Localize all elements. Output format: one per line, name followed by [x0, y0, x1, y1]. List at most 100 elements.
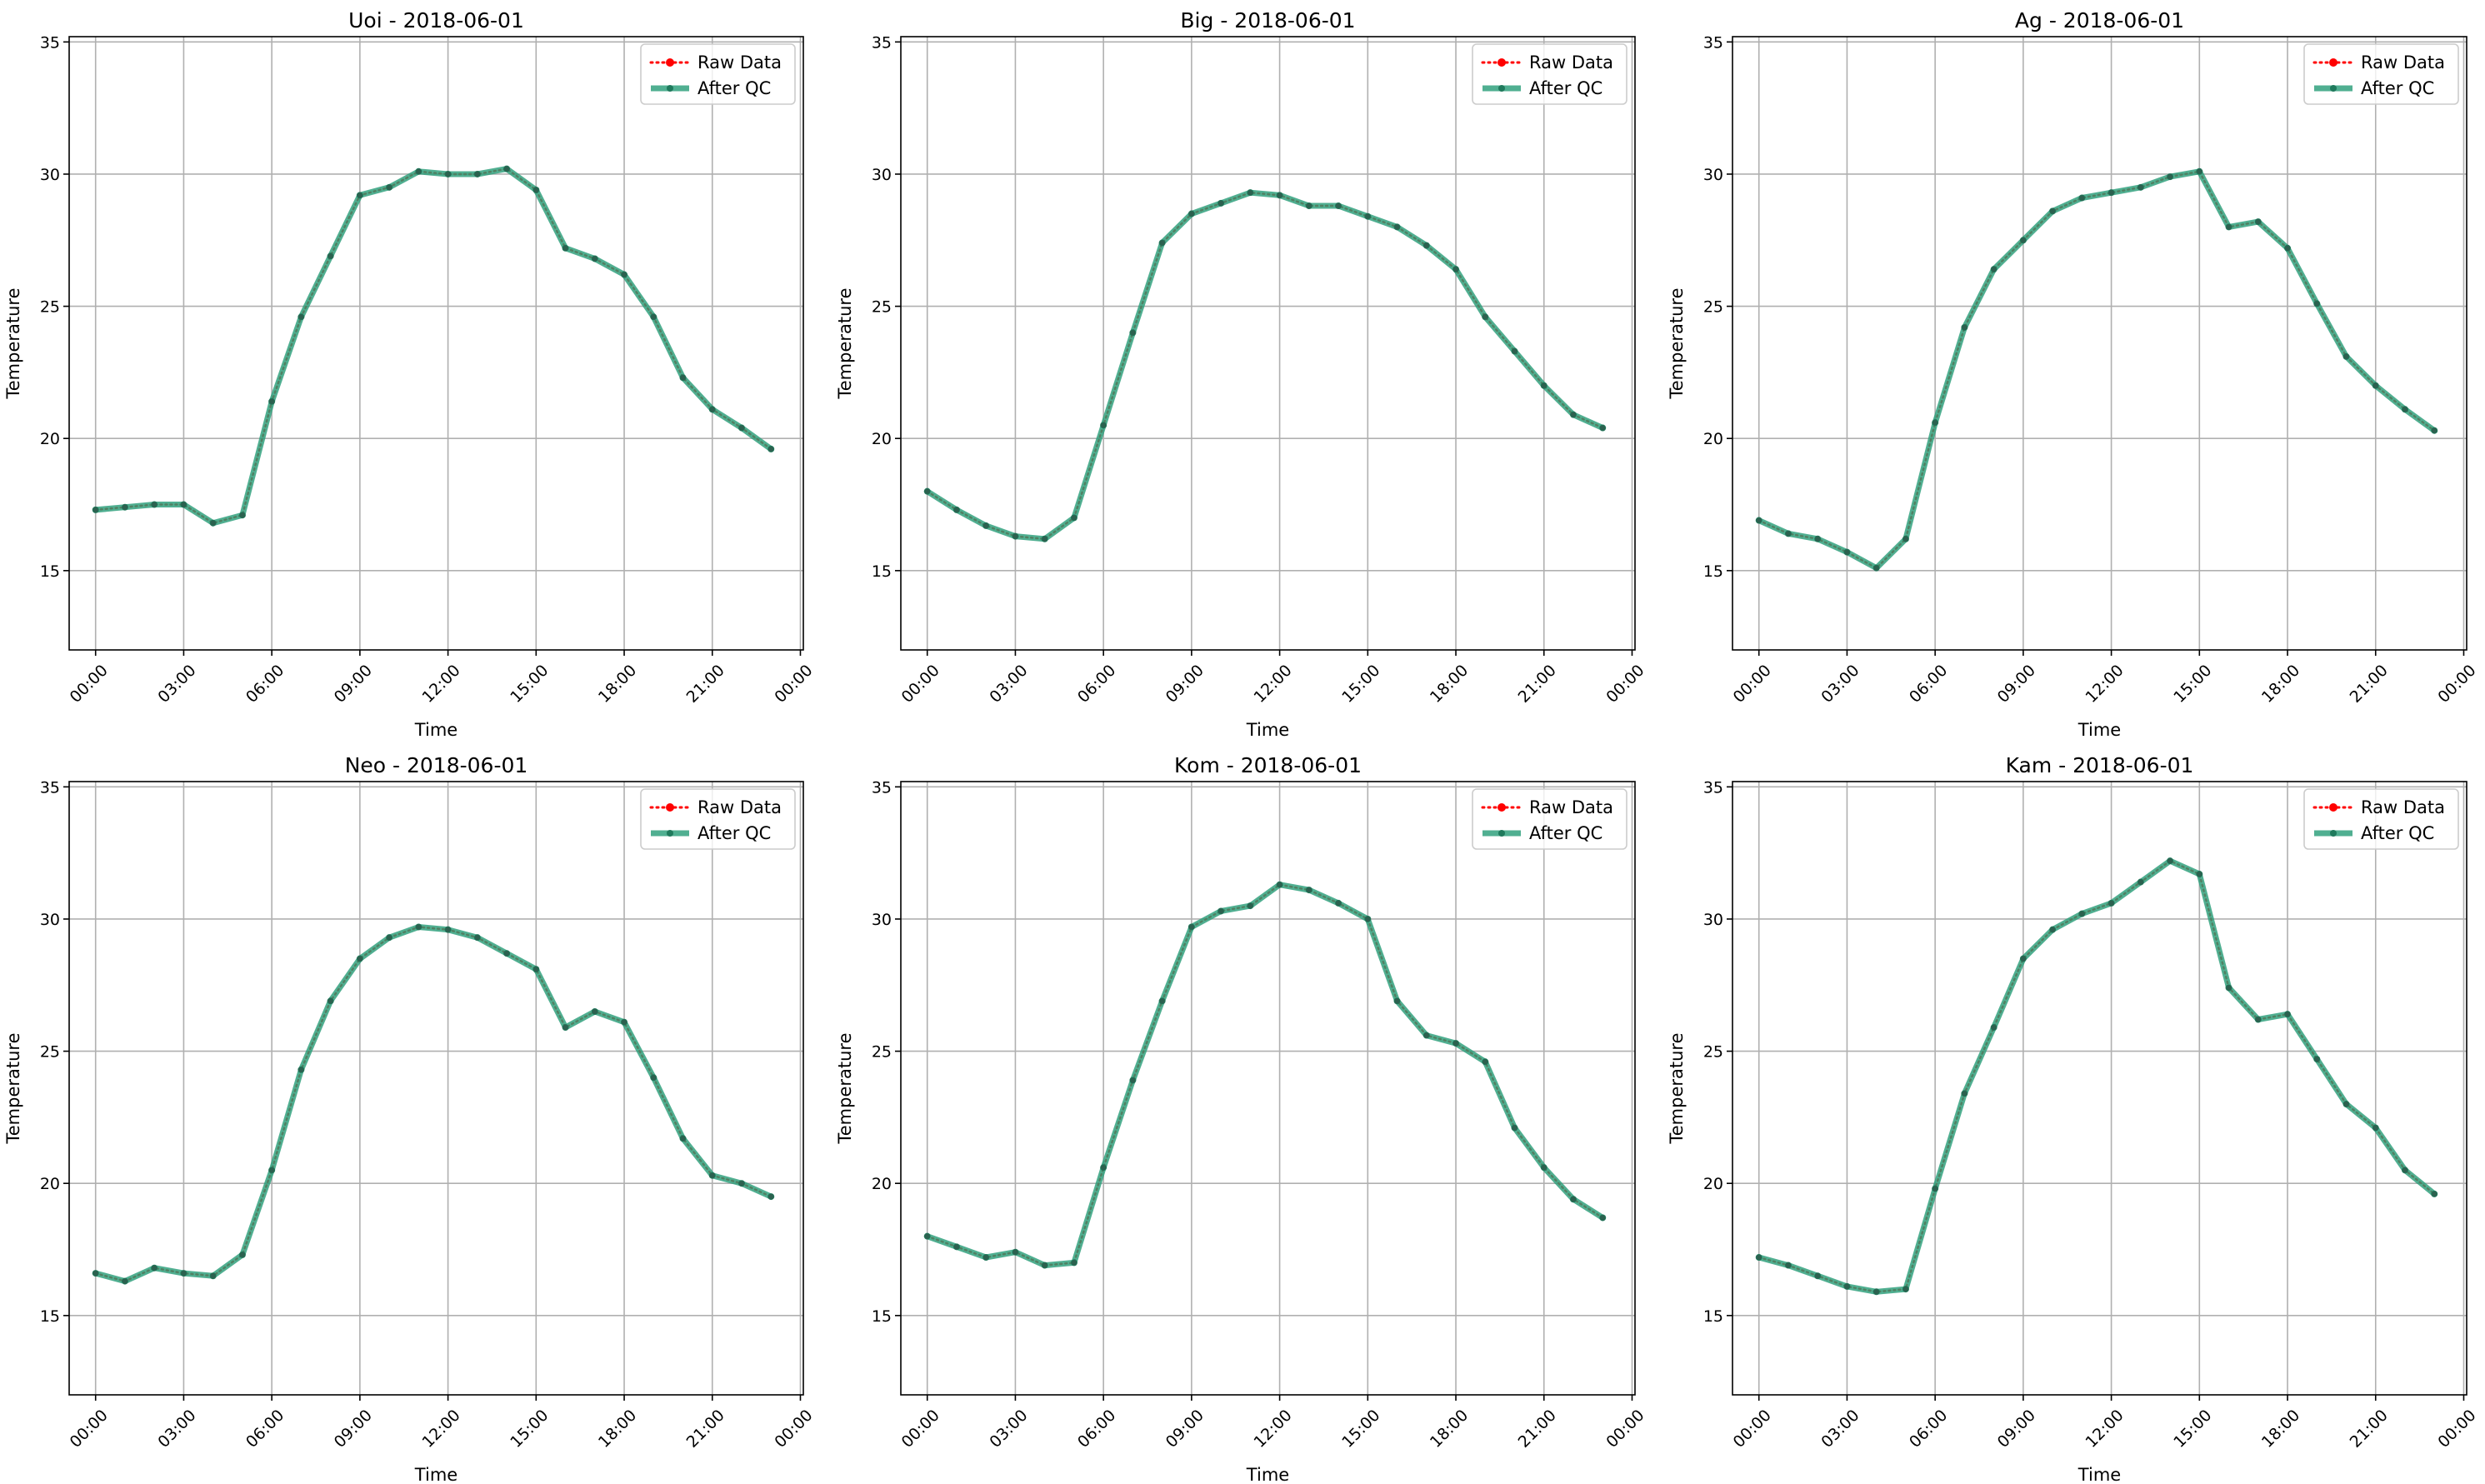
x-tick-label: 03:00: [154, 1407, 199, 1452]
x-tick-label: 12:00: [1250, 1407, 1295, 1452]
legend-marker: [1498, 803, 1506, 812]
data-point-overlay: [1277, 192, 1282, 198]
x-tick-label: 12:00: [418, 1407, 463, 1452]
data-point-overlay: [268, 398, 275, 404]
data-point-overlay: [328, 253, 333, 259]
y-tick-label: 35: [872, 33, 892, 52]
x-tick-label: 12:00: [1250, 662, 1295, 707]
series-line-after-qc: [1756, 857, 2438, 1295]
data-point-overlay: [1218, 200, 1224, 207]
data-point-overlay: [2402, 1167, 2408, 1173]
data-point-overlay: [768, 1193, 774, 1200]
data-point-overlay: [738, 425, 745, 431]
x-tick-label: 00:00: [2434, 662, 2479, 707]
x-tick-label: 18:00: [1427, 662, 1472, 707]
data-point-overlay: [1482, 314, 1488, 320]
data-point-overlay: [1785, 1262, 1792, 1268]
y-tick-label: 20: [40, 430, 60, 448]
data-point-overlay: [2020, 237, 2027, 243]
data-point-overlay: [953, 507, 960, 513]
data-point-overlay: [1541, 382, 1547, 388]
data-point-overlay: [1814, 536, 1821, 542]
data-point-overlay: [445, 927, 451, 932]
data-point-overlay: [562, 1024, 568, 1031]
data-point-overlay: [1423, 1032, 1429, 1038]
y-tick-label: 35: [40, 778, 60, 797]
data-point-overlay: [768, 446, 774, 452]
y-tick-label: 30: [40, 911, 60, 929]
legend-marker: [1498, 830, 1505, 837]
data-point-overlay: [239, 1252, 246, 1258]
data-point-overlay: [1159, 240, 1165, 246]
data-point-overlay: [1962, 324, 1968, 331]
x-tick-label: 15:00: [1338, 662, 1383, 707]
data-point-overlay: [1932, 1186, 1938, 1192]
data-point-overlay: [1991, 266, 1997, 272]
legend-label: Raw Data: [1529, 52, 1613, 72]
data-point-overlay: [268, 1167, 275, 1173]
data-point-overlay: [2372, 382, 2378, 388]
data-point-overlay: [2284, 1011, 2291, 1017]
x-tick-label: 00:00: [67, 1407, 112, 1452]
data-point-overlay: [474, 934, 481, 941]
chart-panel-2: 00:00 03:00 06:00 09:00 12:00 15:00 18:00 21:00…: [1667, 8, 2480, 740]
legend: Raw Data After QC: [640, 43, 796, 105]
y-tick-label: 25: [40, 298, 60, 317]
axes-frame: [900, 781, 1636, 1396]
data-point-overlay: [2138, 879, 2144, 885]
y-tick-label: 30: [1703, 166, 1723, 184]
y-tick-label: 30: [40, 166, 60, 184]
data-point-overlay: [1130, 330, 1136, 336]
y-tick-label: 35: [872, 778, 892, 797]
data-point-overlay: [416, 168, 422, 174]
x-tick-label: 06:00: [1906, 1407, 1951, 1452]
x-axis-label: Time: [414, 720, 458, 740]
x-tick-label: 06:00: [1074, 662, 1119, 707]
legend-marker: [666, 58, 674, 67]
data-point-overlay: [2314, 301, 2320, 307]
y-axis-label: Temperature: [3, 287, 23, 399]
data-point-overlay: [1335, 900, 1342, 907]
data-point-overlay: [1188, 211, 1195, 217]
data-point-overlay: [239, 512, 246, 518]
data-point-overlay: [1042, 536, 1048, 542]
data-point-overlay: [386, 934, 392, 941]
legend-label: Raw Data: [698, 52, 782, 72]
data-point-overlay: [592, 1008, 598, 1015]
y-tick-label: 35: [40, 33, 60, 52]
data-point-overlay: [2343, 1101, 2349, 1107]
legend-label: After QC: [698, 823, 771, 843]
data-point-overlay: [651, 1075, 657, 1081]
x-tick-label: 18:00: [2258, 662, 2303, 707]
x-tick-label: 09:00: [1994, 662, 2039, 707]
data-point-overlay: [2049, 927, 2056, 932]
data-point-overlay: [92, 1270, 98, 1277]
legend-label: After QC: [1529, 823, 1602, 843]
data-point-overlay: [1100, 1164, 1107, 1171]
data-point-overlay: [357, 956, 363, 962]
legend-marker: [2330, 85, 2337, 92]
x-tick-label: 21:00: [1515, 1407, 1560, 1452]
data-point-overlay: [1452, 1040, 1459, 1047]
y-axis-label: Temperature: [1667, 287, 1687, 399]
y-tick-label: 25: [872, 298, 892, 317]
data-point-overlay: [1600, 1215, 1606, 1221]
legend: Raw Data After QC: [2303, 43, 2459, 105]
data-point-overlay: [122, 504, 128, 510]
data-point-overlay: [1756, 517, 1762, 523]
legend: Raw Data After QC: [2303, 788, 2459, 850]
y-axis-label: Temperature: [835, 287, 855, 399]
x-tick-label: 06:00: [242, 1407, 288, 1452]
x-tick-label: 12:00: [2082, 1407, 2127, 1452]
y-tick-label: 30: [872, 166, 892, 184]
legend: Raw Data After QC: [1472, 788, 1628, 850]
data-point-overlay: [738, 1181, 745, 1187]
x-axis-label: Time: [414, 1465, 458, 1484]
x-tick-label: 15:00: [2170, 662, 2215, 707]
data-point-overlay: [2138, 184, 2144, 191]
y-tick-label: 20: [40, 1175, 60, 1193]
data-point-overlay: [1600, 425, 1606, 431]
axes-frame: [68, 36, 804, 651]
y-axis-label: Temperature: [835, 1032, 855, 1144]
data-point-overlay: [1365, 213, 1371, 219]
